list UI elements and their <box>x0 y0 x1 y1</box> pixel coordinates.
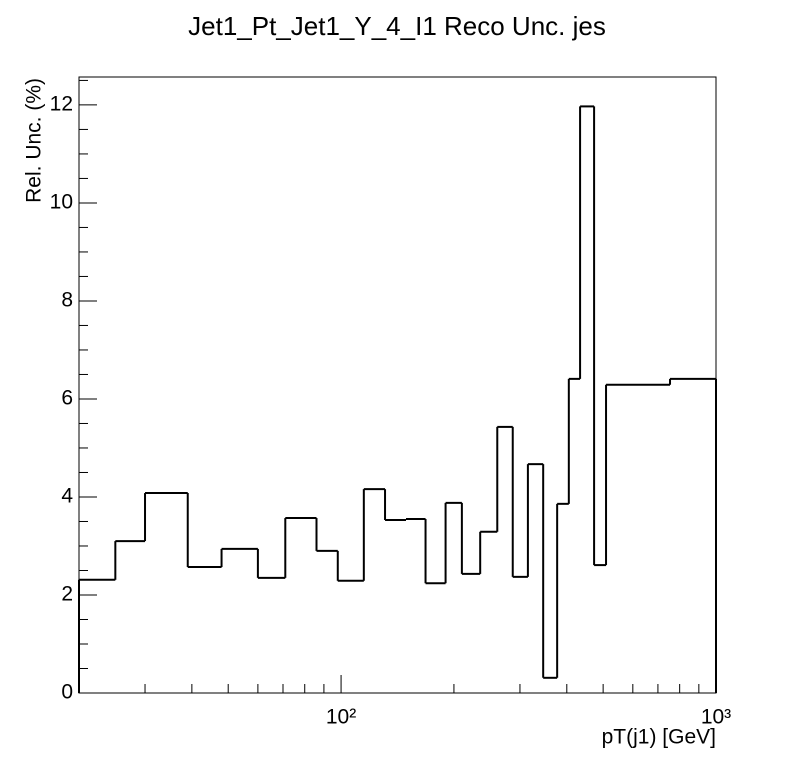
y-tick-label: 8 <box>61 289 73 312</box>
y-tick-label: 12 <box>50 92 73 115</box>
y-tick-label: 4 <box>61 485 73 508</box>
x-tick-label: 10³ <box>701 706 731 729</box>
y-tick-label: 10 <box>50 190 73 213</box>
chart-title: Jet1_Pt_Jet1_Y_4_I1 Reco Unc. jes <box>188 11 606 41</box>
y-axis-label: Rel. Unc. (%) <box>23 78 46 203</box>
y-tick-label: 2 <box>61 583 73 606</box>
x-tick-label: 10² <box>326 706 356 729</box>
y-tick-label: 0 <box>61 681 73 704</box>
x-axis-label: pT(j1) [GeV] <box>602 726 716 749</box>
y-tick-label: 6 <box>61 387 73 410</box>
